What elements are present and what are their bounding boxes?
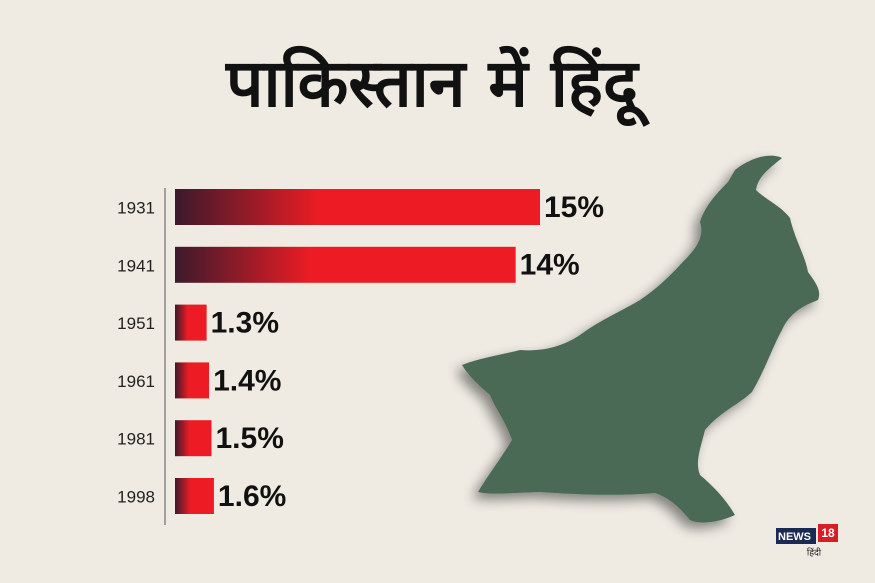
value-label: 1.4% bbox=[213, 364, 281, 397]
bar bbox=[175, 246, 516, 283]
y-tick-label: 1951 bbox=[117, 314, 155, 333]
value-label: 15% bbox=[544, 191, 604, 224]
y-tick-label: 1961 bbox=[117, 372, 155, 391]
logo-number: 18 bbox=[821, 526, 835, 540]
value-label: 14% bbox=[520, 249, 580, 282]
logo-box bbox=[776, 528, 816, 544]
chart-title: पाकिस्तान में हिंदू bbox=[224, 45, 650, 127]
value-label: 1.6% bbox=[218, 480, 286, 513]
bar bbox=[175, 420, 212, 457]
logo-number-box bbox=[818, 524, 838, 542]
y-tick-label: 1931 bbox=[117, 198, 155, 217]
value-label: 1.3% bbox=[211, 307, 279, 340]
bar bbox=[175, 304, 207, 341]
logo-language: हिंदी bbox=[807, 547, 822, 559]
y-tick-label: 1998 bbox=[117, 487, 155, 506]
y-tick-label: 1941 bbox=[117, 256, 155, 275]
value-label: 1.5% bbox=[216, 422, 284, 455]
logo-name: NEWS bbox=[778, 531, 811, 543]
y-tick-label: 1981 bbox=[117, 430, 155, 449]
bar bbox=[175, 189, 540, 225]
bar bbox=[175, 478, 214, 514]
map-pakistan bbox=[462, 155, 820, 523]
bar bbox=[175, 362, 210, 399]
